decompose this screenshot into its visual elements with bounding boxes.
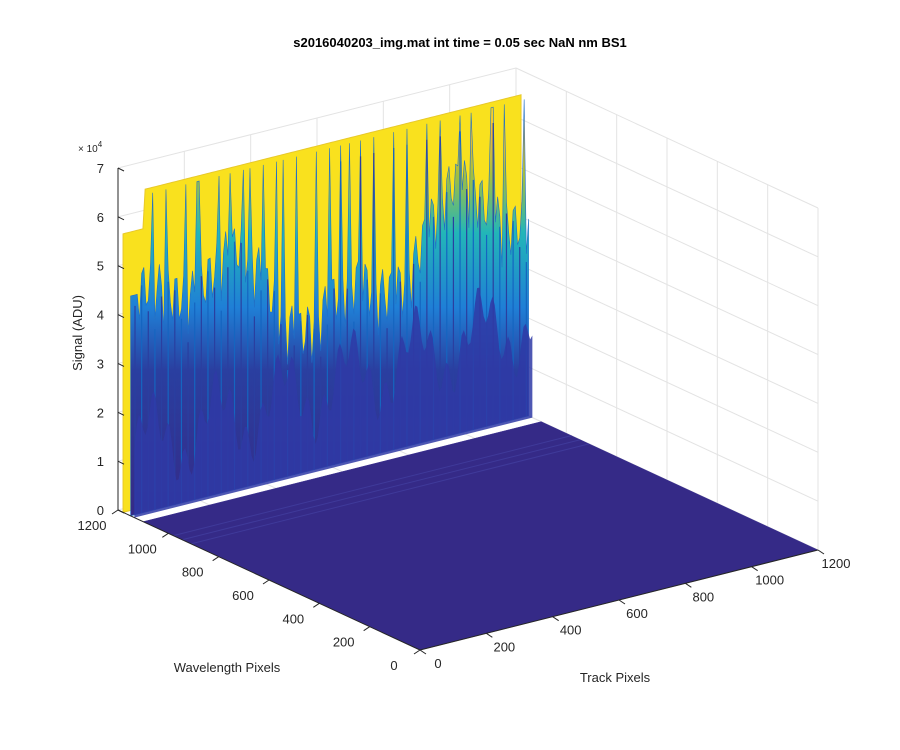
- chart-title: s2016040203_img.mat int time = 0.05 sec …: [293, 35, 627, 50]
- grid-line: [515, 67, 819, 209]
- y-tick-mark: [313, 602, 320, 608]
- z-tick-mark: [117, 411, 125, 416]
- z-tick-label: 6: [97, 210, 104, 225]
- y-tick-label: 0: [390, 658, 397, 673]
- axis-lines: [111, 167, 825, 655]
- z-tick-mark: [117, 167, 125, 172]
- x-tick-label: 1200: [822, 556, 851, 571]
- surface-floor-streak: [190, 443, 590, 545]
- x-tick-label: 600: [626, 606, 648, 621]
- y-tick-label: 1000: [128, 541, 157, 556]
- z-tick-mark: [117, 216, 125, 221]
- z-tick-mark: [117, 314, 125, 319]
- grid-line: [515, 360, 819, 502]
- x-axis-label: Track Pixels: [580, 670, 651, 685]
- grid-line: [515, 116, 819, 258]
- grid-line: [515, 311, 819, 453]
- z-exponent-power: 4: [98, 140, 103, 149]
- x-tick-label: 400: [560, 623, 582, 638]
- surface-low-band: [134, 287, 533, 518]
- x-tick-mark: [685, 582, 692, 588]
- y-tick-mark: [212, 556, 219, 562]
- y-axis-label: Wavelength Pixels: [174, 660, 281, 675]
- z-tick-mark: [117, 509, 125, 514]
- z-exponent-prefix: × 10: [78, 144, 98, 155]
- x-tick-label: 1000: [755, 573, 784, 588]
- x-tick-label: 200: [493, 639, 515, 654]
- surface-mesh: [122, 94, 819, 651]
- z-tick-label: 3: [97, 356, 104, 371]
- x-tick-mark: [751, 566, 758, 572]
- z-tick-mark: [117, 265, 125, 270]
- z-tick-label: 0: [97, 503, 104, 518]
- y-tick-mark: [111, 509, 119, 515]
- surface-floor-streak: [173, 435, 572, 537]
- y-tick-label: 200: [333, 635, 355, 650]
- z-tick-label: 1: [97, 454, 104, 469]
- z-tick-label: 5: [97, 259, 104, 274]
- x-tick-label: 0: [434, 656, 441, 671]
- z-tick-label: 7: [97, 161, 104, 176]
- x-tick-mark: [419, 649, 427, 655]
- x-tick-mark: [552, 616, 559, 622]
- z-tick-label: 2: [97, 405, 104, 420]
- x-tick-label: 800: [692, 589, 714, 604]
- grid-line: [117, 67, 517, 169]
- grid-line: [515, 214, 819, 356]
- x-tick-mark: [618, 599, 626, 605]
- y-tick-mark: [413, 649, 421, 655]
- y-tick-label: 800: [182, 565, 204, 580]
- z-axis-label: Signal (ADU): [70, 295, 85, 371]
- z-tick-label: 4: [97, 308, 104, 323]
- x-tick-mark: [486, 632, 493, 638]
- x-tick-mark: [817, 549, 825, 555]
- z-tick-mark: [117, 362, 125, 367]
- y-tick-label: 600: [232, 588, 254, 603]
- y-tick-mark: [162, 532, 169, 538]
- y-tick-label: 400: [282, 611, 304, 626]
- z-tick-mark: [117, 460, 125, 465]
- grid-line: [515, 262, 819, 404]
- y-tick-label: 1200: [78, 518, 107, 533]
- y-tick-mark: [363, 626, 370, 632]
- y-tick-mark: [262, 579, 270, 585]
- surface-floor-streak: [182, 439, 581, 541]
- tick-labels: 0200400600800100012000200400600800100012…: [78, 161, 851, 673]
- grid-line: [515, 165, 819, 307]
- z-exponent: × 104: [78, 140, 103, 155]
